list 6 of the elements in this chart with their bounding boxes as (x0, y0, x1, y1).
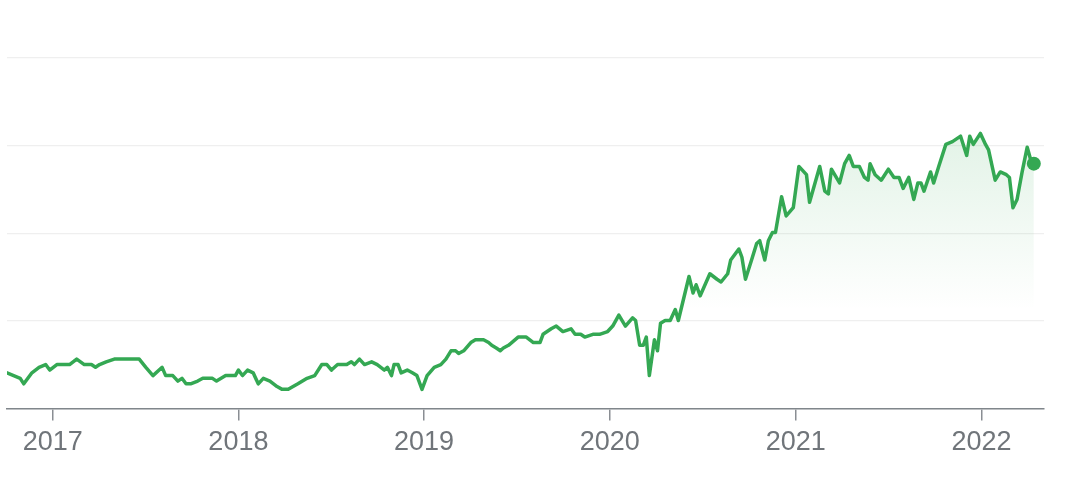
x-tick-label: 2017 (22, 426, 83, 457)
x-tick-label: 2022 (951, 426, 1012, 457)
x-tick-label: 2019 (394, 426, 455, 457)
x-tick-label: 2020 (579, 426, 640, 457)
x-tick-label: 2018 (208, 426, 269, 457)
x-tick-label: 2021 (765, 426, 826, 457)
